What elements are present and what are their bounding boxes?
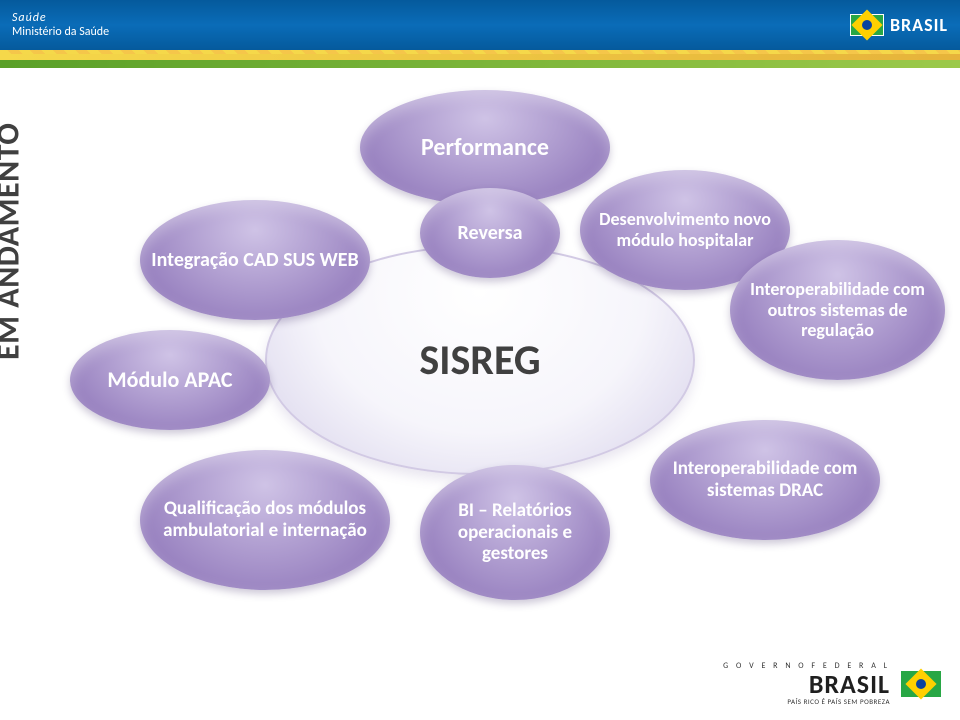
center-label: SISREG [419, 335, 540, 386]
header-left-line2: Ministério da Saúde [12, 25, 109, 39]
brasil-top-logo: BRASIL [850, 14, 948, 36]
node-label: Módulo APAC [107, 367, 232, 392]
node-label: Interoperabilidade com outros sistemas d… [740, 279, 935, 341]
node-label: Reversa [458, 222, 523, 245]
diagram-canvas: SISREG Performance Integração CAD SUS WEB… [60, 70, 950, 710]
node-label: Qualificação dos módulos ambulatorial e … [150, 498, 380, 542]
node-label: Interoperabilidade com sistemas DRAC [660, 458, 870, 502]
node-qualificacao: Qualificação dos módulos ambulatorial e … [140, 450, 390, 590]
node-modulo-apac: Módulo APAC [70, 330, 270, 430]
node-reversa: Reversa [420, 188, 560, 278]
node-label: Desenvolvimento novo módulo hospitalar [590, 209, 780, 250]
node-label: Performance [421, 134, 549, 162]
brasil-top-text: BRASIL [890, 14, 948, 36]
footer-line3: PAÍS RICO É PAÍS SEM POBREZA [787, 697, 890, 706]
side-label: EM ANDAMENTO [0, 123, 28, 360]
node-label: BI – Relatórios operacionais e gestores [430, 500, 600, 566]
node-interop-regulacao: Interoperabilidade com outros sistemas d… [730, 240, 945, 380]
node-integracao: Integração CAD SUS WEB [140, 200, 370, 320]
header-bar: Saúde Ministério da Saúde BRASIL [0, 0, 960, 50]
header-left-line1: Saúde [12, 11, 109, 25]
footer-logo: G O V E R N O F E D E R A L BRASIL PAÍS … [723, 661, 942, 706]
brasil-flag-icon [850, 14, 884, 36]
node-bi-relatorios: BI – Relatórios operacionais e gestores [420, 465, 610, 600]
decorative-stripe [0, 50, 960, 68]
node-interop-drac: Interoperabilidade com sistemas DRAC [650, 420, 880, 540]
footer-flag-icon [900, 670, 942, 698]
footer-line2: BRASIL [809, 671, 890, 697]
saude-logo: Saúde Ministério da Saúde [12, 11, 109, 39]
node-label: Integração CAD SUS WEB [151, 249, 358, 272]
